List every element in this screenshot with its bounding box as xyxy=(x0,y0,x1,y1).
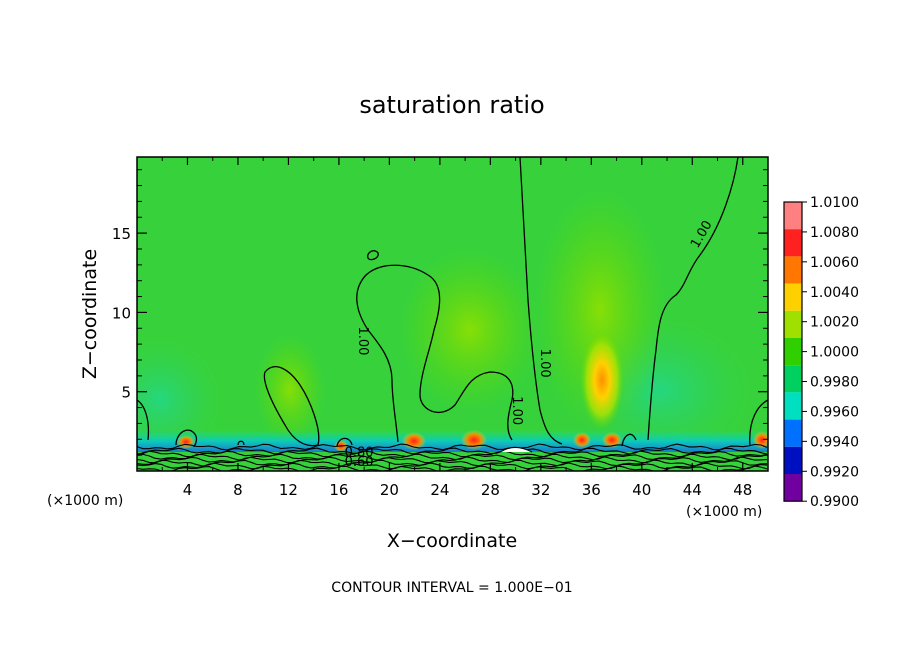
x-tick-label: 24 xyxy=(430,481,449,499)
colorbar-label: 1.0020 xyxy=(810,315,859,331)
colorbar-segment xyxy=(784,310,802,338)
contour-line xyxy=(356,264,514,443)
contour-line xyxy=(175,429,198,448)
contour-label: 1.00 xyxy=(509,396,524,425)
colorbar-label: 0.9980 xyxy=(810,375,859,391)
x-unit-left: (×1000 m) xyxy=(47,493,123,509)
hotspot xyxy=(573,432,591,448)
colorbar-segment xyxy=(784,365,802,393)
x-tick-label: 8 xyxy=(233,481,243,499)
colorbar-segment xyxy=(784,392,802,420)
y-tick-label: 10 xyxy=(112,304,131,322)
field-region xyxy=(400,250,540,410)
colorbar-segment xyxy=(784,474,802,502)
colorbar-segment xyxy=(784,283,802,311)
x-tick-label: 44 xyxy=(683,481,702,499)
colorbar-segment xyxy=(784,256,802,284)
contour-line xyxy=(367,250,379,261)
colorbar-segment xyxy=(784,202,802,230)
contour-label: 0.60 xyxy=(345,455,374,470)
colorbar-label: 0.9960 xyxy=(810,404,859,420)
colorbar: 1.0100 1.0080 1.0060 1.0040 1.0020 1.0000 0.99… xyxy=(783,195,859,510)
surface-contour xyxy=(137,459,768,467)
hotspot xyxy=(602,432,622,448)
contour-line xyxy=(749,399,768,447)
surface-contour xyxy=(137,447,768,455)
x-tick-label: 40 xyxy=(632,481,651,499)
surface-contour xyxy=(137,462,768,470)
surface-contours xyxy=(137,443,768,471)
x-tick-label: 48 xyxy=(733,481,752,499)
y-tick-label: 5 xyxy=(121,384,131,402)
x-tick-label: 16 xyxy=(329,481,348,499)
x-tick-label: 12 xyxy=(279,481,298,499)
field-region xyxy=(535,190,665,430)
field-region xyxy=(255,335,325,445)
contour-lines xyxy=(137,157,768,448)
plot-frame xyxy=(136,156,769,472)
hotspot xyxy=(177,435,195,449)
colorbar-segment xyxy=(784,229,802,257)
x-tick-label: 20 xyxy=(380,481,399,499)
contour-line xyxy=(263,366,320,447)
contour-interval-note: CONTOUR INTERVAL = 1.000E−01 xyxy=(331,580,572,596)
contour-label: 1.00 xyxy=(537,349,552,378)
y-axis-label: Z−coordinate xyxy=(79,249,101,379)
hotspot-core xyxy=(580,330,624,430)
contour-line xyxy=(647,157,739,441)
x-tick-label: 4 xyxy=(183,481,193,499)
chart-title: saturation ratio xyxy=(359,91,544,119)
surface-contour xyxy=(137,443,768,451)
hotspot xyxy=(461,430,487,450)
x-tick-label: 36 xyxy=(582,481,601,499)
contour-line xyxy=(519,157,563,445)
plot-area: 1.001.001.001.000.800.60 xyxy=(137,157,768,471)
surface-contour xyxy=(137,456,768,464)
x-unit-right: (×1000 m) xyxy=(686,504,762,520)
x-tick-label: 32 xyxy=(531,481,550,499)
colorbar-label: 0.9940 xyxy=(810,434,859,450)
contour-line xyxy=(137,399,150,441)
y-tick-label: 15 xyxy=(112,225,131,243)
colorbar-segment xyxy=(784,446,802,474)
contour-line xyxy=(336,437,353,447)
contour-label: 1.00 xyxy=(355,326,370,355)
x-axis: 4 8 12 16 20 24 28 32 36 40 44 48 xyxy=(161,157,752,499)
contour-line xyxy=(237,440,245,446)
colorbar-label: 1.0100 xyxy=(810,195,859,211)
contour-line xyxy=(621,433,637,447)
x-axis-label: X−coordinate xyxy=(387,530,517,552)
colorbar-label: 1.0080 xyxy=(810,225,859,241)
x-tick-label: 28 xyxy=(481,481,500,499)
colorbar-label: 1.0000 xyxy=(810,345,859,361)
surface-contour xyxy=(137,450,768,458)
field-region xyxy=(137,340,220,460)
y-axis: 5 10 15 xyxy=(112,169,768,456)
colorbar-segment xyxy=(784,419,802,447)
colorbar-label: 1.0060 xyxy=(810,255,859,271)
contour-label: 0.80 xyxy=(345,446,374,461)
colorbar-label: 0.9920 xyxy=(810,464,859,480)
surface-contour xyxy=(137,465,768,471)
surface-contour xyxy=(499,446,533,453)
colorbar-label: 0.9900 xyxy=(810,494,859,510)
colorbar-segment xyxy=(784,338,802,366)
colorbar-label: 1.0040 xyxy=(810,285,859,301)
